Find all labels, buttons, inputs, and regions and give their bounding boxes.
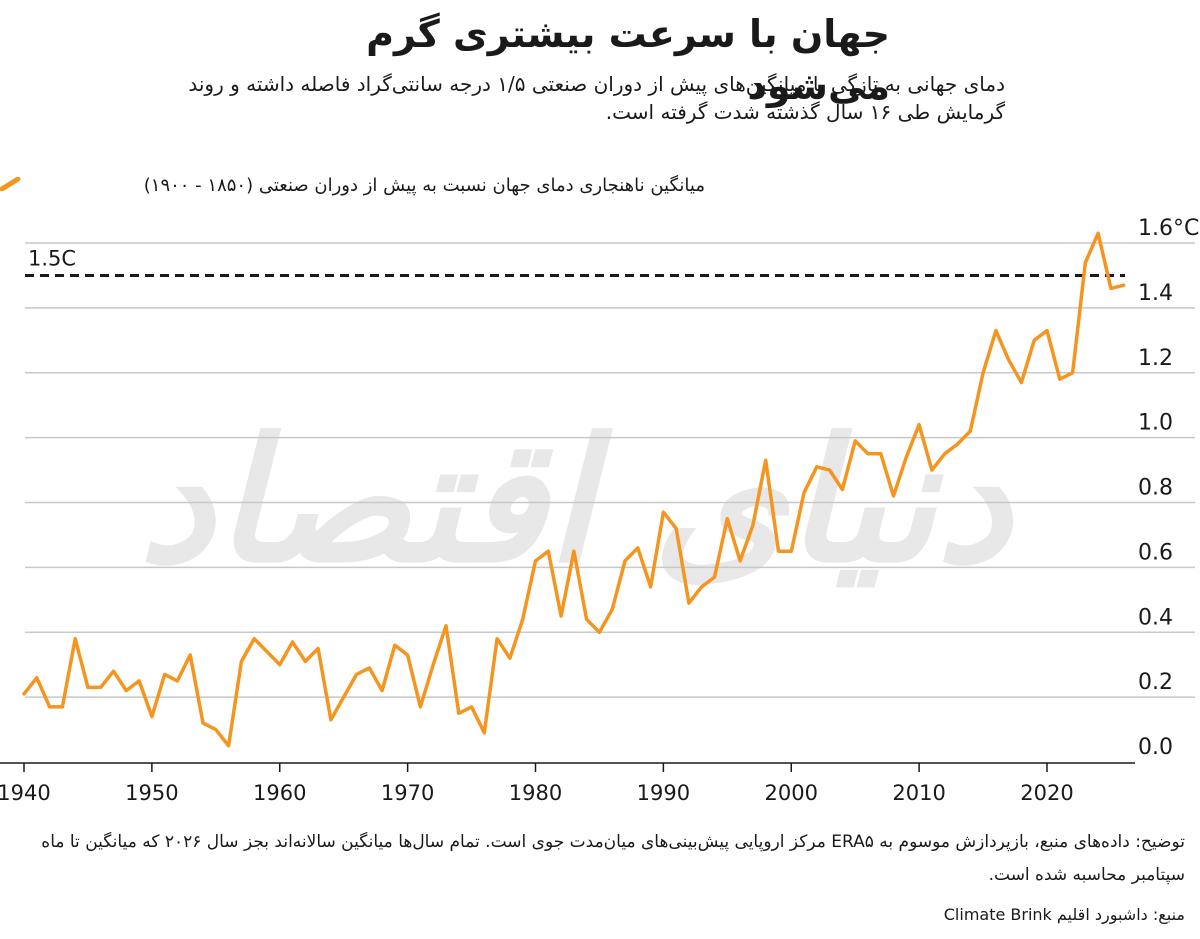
y-tick-label: 0.8 xyxy=(1138,476,1173,501)
source-note: منبع: داشبورد اقلیم Climate Brink xyxy=(943,905,1185,924)
x-axis-labels: 1940 1950 1960 1970 1980 1990 2000 2010 2020 xyxy=(0,781,1074,805)
x-axis xyxy=(0,762,1135,772)
y-tick-label: 1.6°C xyxy=(1138,216,1199,241)
grid-lines xyxy=(25,242,1195,698)
series-line xyxy=(22,231,1126,748)
y-tick-label: 0.4 xyxy=(1138,605,1173,630)
y-tick-label: 0.0 xyxy=(1138,735,1173,760)
x-tick-label: 2010 xyxy=(892,781,945,805)
chart-legend: میانگین ناهنجاری دمای جهان نسبت به پیش ا… xyxy=(144,170,705,200)
chart-subtitle: دمای جهانی به تازگی با میانگین‌های پیش ا… xyxy=(188,72,1005,124)
x-tick-label: 2020 xyxy=(1020,781,1073,805)
y-tick-label: 0.6 xyxy=(1138,540,1173,565)
x-tick-label: 1980 xyxy=(509,781,562,805)
series-lines xyxy=(22,231,1126,748)
y-tick-label: 1.0 xyxy=(1138,411,1173,436)
threshold-line: 1.5C xyxy=(25,246,1125,277)
x-tick-label: 1940 xyxy=(0,781,51,805)
legend-label: میانگین ناهنجاری دمای جهان نسبت به پیش ا… xyxy=(143,174,705,196)
y-tick-label: 1.4 xyxy=(1138,281,1173,306)
y-axis-labels: 0.0 0.2 0.4 0.6 0.8 1.0 1.2 1.4 1.6°C xyxy=(1138,216,1199,760)
x-tick-label: 1950 xyxy=(125,781,178,805)
x-tick-label: 1960 xyxy=(253,781,306,805)
threshold-label: 1.5C xyxy=(28,246,76,270)
y-tick-label: 0.2 xyxy=(1138,670,1173,695)
legend-swatch xyxy=(0,176,22,192)
x-tick-label: 1970 xyxy=(381,781,434,805)
x-tick-label: 1990 xyxy=(637,781,690,805)
y-tick-label: 1.2 xyxy=(1138,346,1173,371)
chart-title: جهان با سرعت بیشتری گرم می‌شود xyxy=(366,12,890,108)
x-tick-label: 2000 xyxy=(765,781,818,805)
footnote: توضیح: داده‌های منبع، بازپردازش موسوم به… xyxy=(41,832,1185,885)
